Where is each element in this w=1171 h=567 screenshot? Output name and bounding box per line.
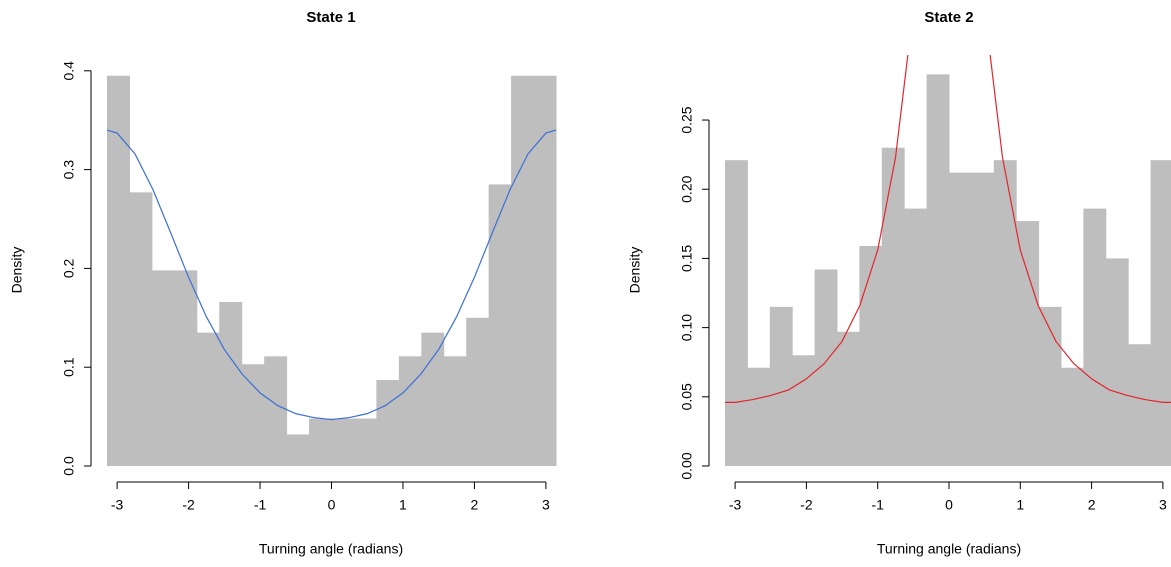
x-tick-label: 2 <box>471 497 479 513</box>
bar <box>1150 160 1171 466</box>
chart-title: State 1 <box>306 9 355 26</box>
x-tick-label: -3 <box>729 497 742 513</box>
bar <box>443 356 467 466</box>
x-tick-label: 1 <box>399 497 407 513</box>
bar <box>1083 208 1107 466</box>
bar <box>466 317 490 466</box>
bar <box>926 74 950 467</box>
x-tick-label: 0 <box>945 497 953 513</box>
bar <box>859 245 883 466</box>
y-axis-label: Density <box>627 247 643 294</box>
x-tick-label: 0 <box>328 497 336 513</box>
bar <box>1061 367 1084 466</box>
x-tick-label: -1 <box>254 497 267 513</box>
bar <box>376 380 400 466</box>
y-tick-label: 0.25 <box>679 106 695 133</box>
x-tick-label: 2 <box>1088 497 1096 513</box>
bar <box>196 332 220 466</box>
density-curve <box>106 129 557 421</box>
bar <box>511 75 535 467</box>
bar <box>488 184 512 466</box>
x-tick-label: 3 <box>1159 497 1167 513</box>
x-axis-label: Turning angle (radians) <box>877 541 1021 557</box>
bar <box>129 192 153 466</box>
bar <box>286 434 310 466</box>
y-axis-label: Density <box>9 247 25 294</box>
bar <box>353 418 377 466</box>
density-curve <box>725 55 1171 403</box>
x-tick-label: -3 <box>111 497 124 513</box>
bar <box>533 75 557 467</box>
y-tick-label: 0.1 <box>61 357 77 377</box>
y-tick-label: 0.15 <box>679 245 695 272</box>
x-tick-label: -1 <box>871 497 884 513</box>
bar <box>881 147 905 467</box>
bar <box>1016 221 1040 466</box>
bar <box>1038 306 1062 466</box>
bar <box>309 418 332 466</box>
x-axis-label: Turning angle (radians) <box>259 541 403 557</box>
bar <box>993 160 1017 466</box>
bar <box>814 269 838 466</box>
y-tick-label: 0.20 <box>679 175 695 202</box>
bar <box>792 355 816 466</box>
y-tick-label: 0.05 <box>679 383 695 410</box>
bar <box>421 332 445 466</box>
bar <box>837 331 860 466</box>
x-tick-label: 3 <box>542 497 550 513</box>
bar <box>219 301 243 466</box>
y-tick-label: 0.10 <box>679 314 695 341</box>
y-tick-label: 0.3 <box>61 160 77 180</box>
bar <box>331 418 355 466</box>
y-tick-label: 0.4 <box>61 61 77 81</box>
bar <box>174 270 198 466</box>
bar <box>264 356 288 466</box>
bar <box>107 75 130 467</box>
bar <box>1105 258 1129 466</box>
y-tick-label: 0.2 <box>61 258 77 278</box>
bar <box>747 367 771 466</box>
bar <box>949 172 972 466</box>
bar <box>725 160 748 466</box>
panel: State 2 Turning angle (radians) Density -3 -… <box>627 9 1171 557</box>
bar <box>241 364 265 466</box>
bar <box>1128 344 1152 466</box>
bar <box>151 270 175 466</box>
chart-title: State 2 <box>924 9 973 26</box>
bar <box>398 356 422 466</box>
bar <box>769 306 793 466</box>
x-tick-label: 1 <box>1016 497 1024 513</box>
bar <box>971 172 995 466</box>
panel: State 1 Turning angle (radians) Density -3 -… <box>9 9 557 557</box>
x-tick-label: -2 <box>182 497 195 513</box>
bar <box>904 208 928 466</box>
y-tick-label: 0.0 <box>61 456 77 476</box>
x-tick-label: -2 <box>800 497 813 513</box>
y-tick-label: 0.00 <box>679 452 695 479</box>
